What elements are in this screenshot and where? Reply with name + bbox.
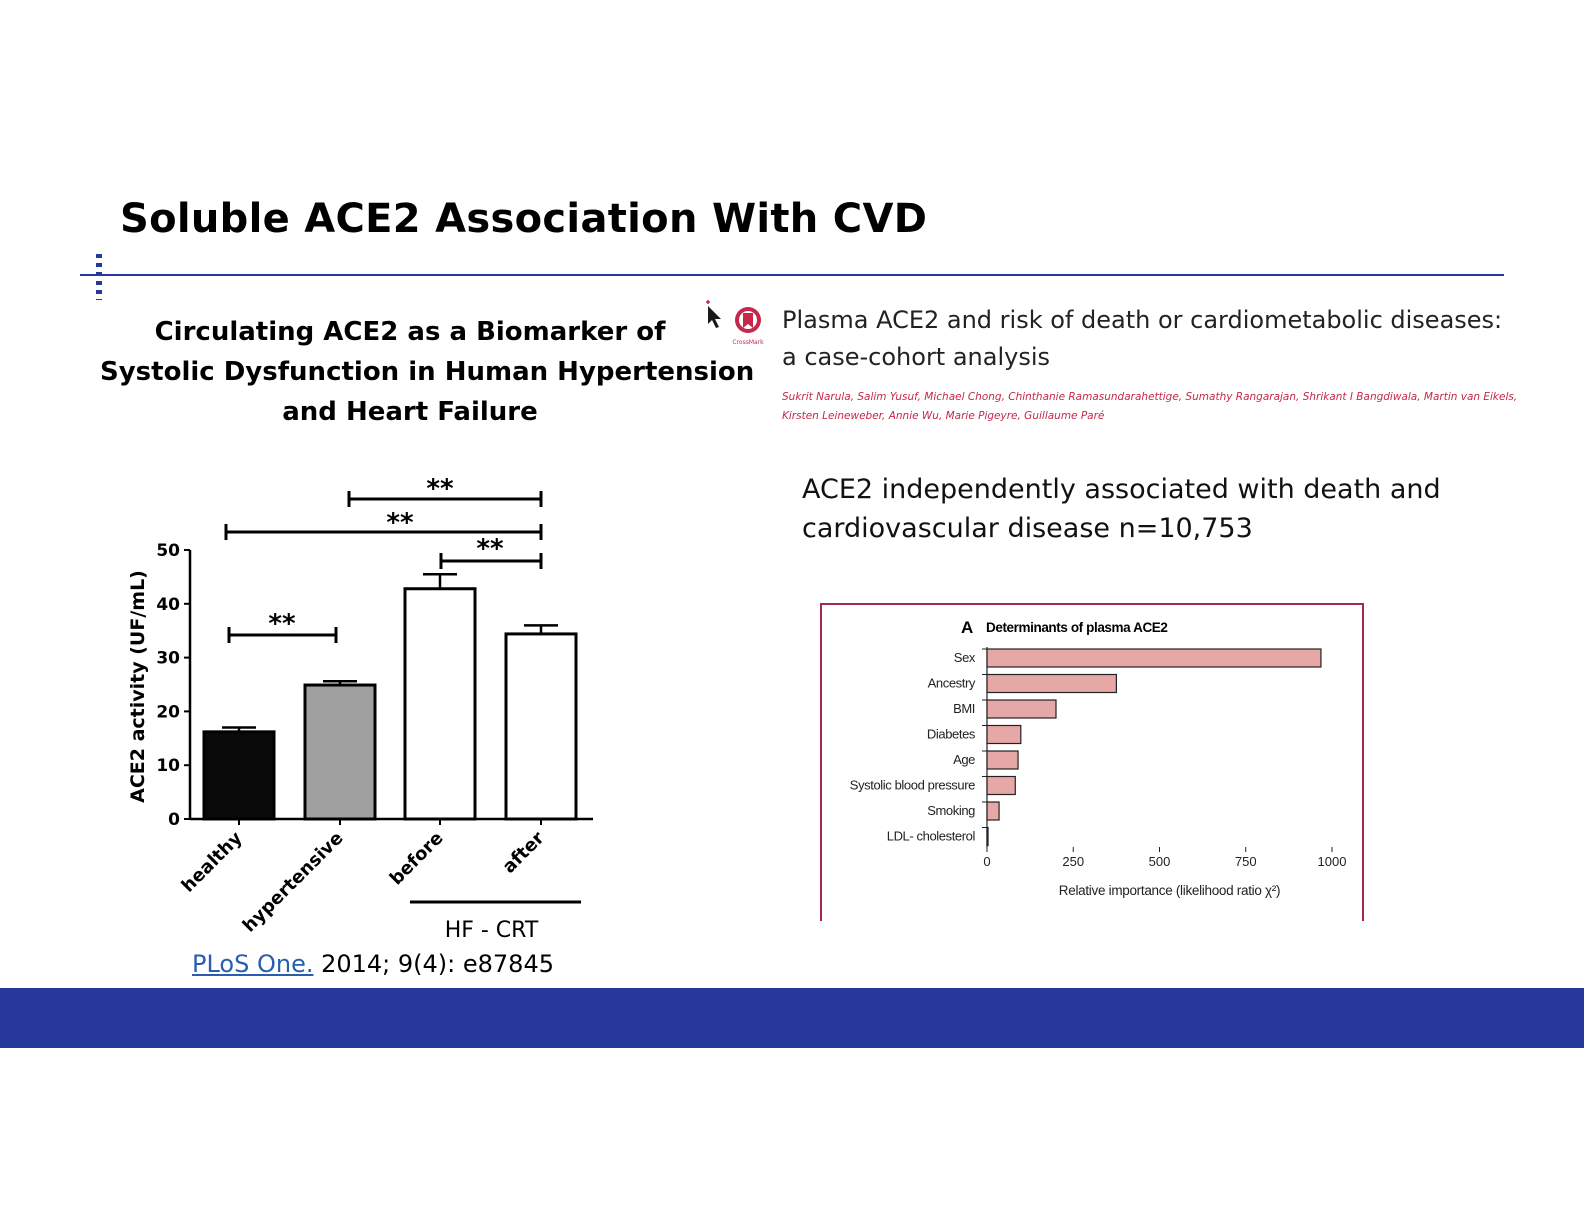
paper-authors-line-1: Sukrit Narula, Salim Yusuf, Michael Chon… — [782, 391, 1518, 403]
title-dots-decoration — [96, 254, 102, 300]
category-label: Ancestry — [928, 676, 976, 691]
x-tick-label-hypertensive: hypertensive — [239, 828, 348, 937]
x-tick-label: 750 — [1235, 854, 1257, 869]
y-tick-label: 0 — [168, 810, 180, 830]
importance-bar — [986, 648, 1322, 668]
importance-bar — [986, 673, 1117, 694]
importance-bar — [986, 826, 989, 847]
paper-title: Plasma ACE2 and risk of death or cardiom… — [782, 302, 1502, 376]
y-tick-label: 30 — [156, 649, 180, 669]
importance-bar — [986, 724, 1022, 745]
left-heading-line-3: and Heart Failure — [282, 397, 538, 427]
importance-bar — [986, 750, 1019, 770]
x-tick-label-before: before — [386, 828, 448, 890]
importance-bar — [986, 699, 1057, 719]
crossmark-label: CrossMark — [732, 339, 764, 346]
paper-title-line-2: a case-cohort analysis — [782, 343, 1051, 371]
x-tick-label: 500 — [1149, 854, 1171, 869]
paper-authors-line-2: Kirsten Leineweber, Annie Wu, Marie Pige… — [782, 410, 1105, 422]
citation-details: 2014; 9(4): e87845 — [313, 950, 554, 978]
left-heading-line-1: Circulating ACE2 as a Biomarker of — [154, 317, 666, 347]
x-tick-label: 250 — [1062, 854, 1084, 869]
category-label: LDL- cholesterol — [887, 829, 976, 844]
y-tick-label: 20 — [156, 702, 180, 722]
category-label: Age — [953, 752, 975, 767]
finding-line-1: ACE2 independently associated with death… — [802, 474, 1441, 505]
y-tick-label: 50 — [156, 541, 180, 561]
citation: PLoS One. 2014; 9(4): e87845 — [192, 950, 554, 978]
x-tick-label-after: after — [499, 828, 549, 878]
left-heading-line-2: Systolic Dysfunction in Human Hypertensi… — [100, 357, 755, 387]
finding-text: ACE2 independently associated with death… — [802, 470, 1441, 548]
footer-band — [0, 988, 1584, 1048]
significance-label: ** — [386, 508, 414, 538]
importance-bar — [986, 775, 1016, 796]
ace2-activity-bar-chart: 0 10 20 30 40 50 ACE2 activity (UF/mL) healthyh… — [127, 474, 593, 943]
bar-hypertensive — [303, 683, 377, 821]
category-label: Smoking — [927, 803, 975, 818]
title-rule — [80, 274, 1504, 276]
finding-line-2: cardiovascular disease n=10,753 — [802, 513, 1253, 544]
x-tick-label-healthy: healthy — [178, 828, 247, 897]
significance-label: ** — [426, 474, 454, 504]
x-tick-label: 1000 — [1318, 854, 1347, 869]
paper-authors: Sukrit Narula, Salim Yusuf, Michael Chon… — [782, 388, 1517, 426]
importance-chart-frame — [820, 603, 1364, 921]
paper-title-line-1: Plasma ACE2 and risk of death or cardiom… — [782, 306, 1503, 334]
significance-label: ** — [476, 534, 504, 564]
y-axis-label: ACE2 activity (UF/mL) — [127, 570, 149, 803]
x-axis-label: Relative importance (likelihood ratio χ²… — [1059, 883, 1280, 898]
slide-title: Soluble ACE2 Association With CVD — [120, 196, 928, 242]
category-label: BMI — [953, 701, 975, 716]
panel-letter: A — [961, 618, 973, 637]
importance-bar — [986, 801, 1000, 821]
crossmark-icon[interactable]: CrossMark — [704, 300, 768, 346]
determinants-importance-chart: A Determinants of plasma ACE2 Sex Ancestry B… — [850, 618, 1347, 898]
citation-journal-link[interactable]: PLoS One. — [192, 950, 314, 978]
bar-before — [403, 587, 477, 821]
category-label: Diabetes — [927, 727, 976, 742]
left-study-heading: Circulating ACE2 as a Biomarker of Systo… — [100, 312, 755, 432]
category-label: Systolic blood pressure — [850, 778, 975, 793]
significance-label: ** — [268, 609, 296, 639]
y-tick-label: 40 — [156, 595, 180, 615]
group-label: HF - CRT — [445, 918, 539, 943]
y-tick-label: 10 — [156, 756, 180, 776]
importance-chart-title: Determinants of plasma ACE2 — [986, 620, 1168, 635]
bar-after — [504, 632, 578, 821]
x-tick-label: 0 — [983, 854, 990, 869]
bar-healthy — [202, 730, 276, 821]
category-label: Sex — [954, 650, 976, 665]
